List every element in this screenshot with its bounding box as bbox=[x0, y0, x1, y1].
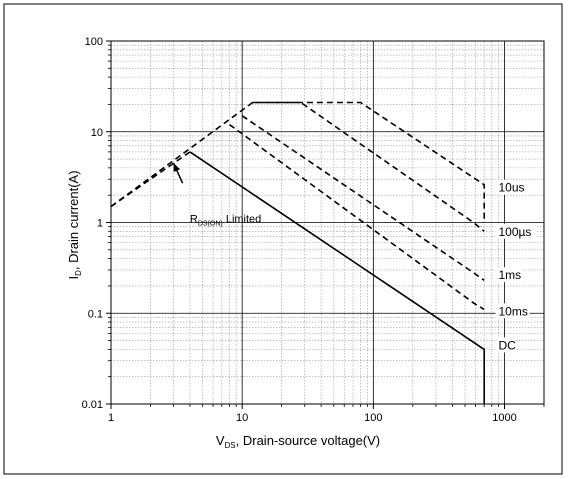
series-dc bbox=[189, 151, 486, 404]
y-axis-title: ID, Drain current(A) bbox=[66, 170, 83, 279]
curve-label-bg bbox=[495, 179, 530, 195]
series-1ms bbox=[241, 115, 485, 282]
y-tick-label: 100 bbox=[85, 36, 103, 48]
series-rds-limit bbox=[110, 151, 191, 208]
curve-label-dc: DC bbox=[499, 338, 517, 352]
curve-label-bg bbox=[495, 267, 523, 283]
y-tick-label: 10 bbox=[91, 127, 103, 139]
y-tick-label: 1 bbox=[97, 218, 103, 230]
curve-label-bg bbox=[495, 223, 537, 239]
y-tick-label: 0.01 bbox=[82, 399, 103, 411]
rds-limited-annotation: RDS(ON) Limited bbox=[172, 162, 261, 228]
curve-label-bg bbox=[495, 303, 530, 319]
x-tick-label: 10 bbox=[236, 412, 248, 424]
series-10us bbox=[110, 101, 486, 223]
outer-border bbox=[3, 3, 563, 475]
y-tick-label: 0.1 bbox=[88, 308, 103, 320]
curve-label-1ms: 1ms bbox=[499, 268, 522, 282]
axis-ticks bbox=[106, 40, 545, 409]
rds-limited-label: RDS(ON) Limited bbox=[190, 214, 261, 228]
curve-label-10ms: 10ms bbox=[499, 304, 528, 318]
curve-label-10us: 10us bbox=[499, 181, 525, 195]
curve-label-100-s: 100µs bbox=[499, 225, 532, 239]
curve-label-bg bbox=[495, 337, 516, 353]
x-tick-label: 100 bbox=[364, 412, 382, 424]
series-100-s bbox=[252, 101, 485, 232]
series-group bbox=[110, 101, 486, 404]
x-tick-label: 1 bbox=[108, 412, 114, 424]
x-tick-label: 1000 bbox=[492, 412, 516, 424]
annotation-arrow-head bbox=[173, 163, 181, 172]
series-10ms bbox=[229, 123, 485, 311]
curve-labels: 10us 100µs 1ms 10ms DC bbox=[495, 179, 537, 353]
x-axis-title: VDS, Drain-source voltage(V) bbox=[216, 433, 380, 450]
tick-labels: 1 10 100 1000 0.01 0.1 1 10 100 bbox=[82, 36, 517, 424]
